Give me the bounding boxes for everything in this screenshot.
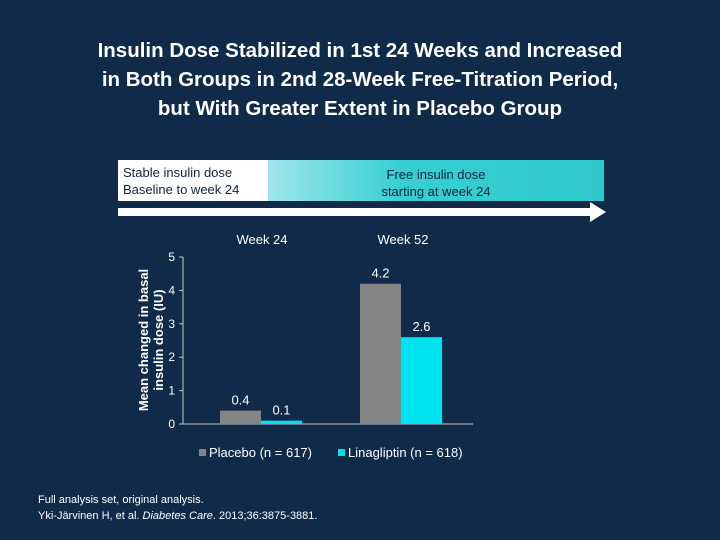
y-tick-label: 2 [168,350,175,364]
data-label-linagliptin-2: 2.6 [412,319,430,334]
legend-label-placebo: Placebo (n = 617) [209,445,312,460]
phase-free-line-1: Free insulin dose [386,167,486,182]
citation-journal: Diabetes Care [142,510,213,522]
y-axis-title-line-2: insulin dose (IU) [151,289,166,390]
y-tick-label: 3 [168,317,175,331]
y-tick-label: 0 [168,417,175,431]
footnote-citation: Yki-Järvinen H, et al. Diabetes Care. 20… [38,508,317,524]
data-label-placebo-1: 0.4 [231,393,249,408]
y-tick-label: 1 [168,384,175,398]
footnote: Full analysis set, original analysis. Yk… [38,492,317,524]
data-label-linagliptin-1: 0.1 [272,403,290,418]
y-axis-title-line-1: Mean changed in basal [136,269,151,411]
footnote-line-1: Full analysis set, original analysis. [38,494,204,506]
bar-linagliptin-2 [401,337,442,424]
y-tick-label: 4 [168,283,175,297]
category-label-2: Week 52 [377,232,428,247]
phase-stable-line-2: Baseline to week 24 [123,182,240,197]
bar-placebo-1 [220,410,261,424]
title-line-2: in Both Groups in 2nd 28-Week Free-Titra… [101,68,619,91]
phase-stable-line-1: Stable insulin dose [123,165,233,180]
title-line-1: Insulin Dose Stabilized in 1st 24 Weeks … [97,39,623,62]
y-tick-label: 5 [168,250,175,264]
slide-title: Insulin Dose Stabilized in 1st 24 Weeks … [0,36,720,123]
citation-authors: Yki-Järvinen H, et al. [38,510,143,522]
title-line-3: but With Greater Extent in Placebo Group [157,97,563,120]
timeline-arrow-head [590,202,606,222]
phase-free-line-2: starting at week 24 [381,184,491,199]
bar-placebo-2 [360,283,401,424]
bar-linagliptin-1 [261,420,302,424]
data-label-placebo-2: 4.2 [371,266,389,281]
phase-box-free: Free insulin dose starting at week 24 [268,160,604,201]
phase-box-stable: Stable insulin dose Baseline to week 24 [118,160,268,201]
legend-label-linagliptin: Linagliptin (n = 618) [348,445,463,460]
legend-swatch-placebo [199,449,206,456]
timeline-arrow-shaft [118,208,592,216]
legend-swatch-linagliptin [338,449,345,456]
citation-rest: . 2013;36:3875-3881. [212,510,318,522]
category-label-1: Week 24 [236,232,287,247]
